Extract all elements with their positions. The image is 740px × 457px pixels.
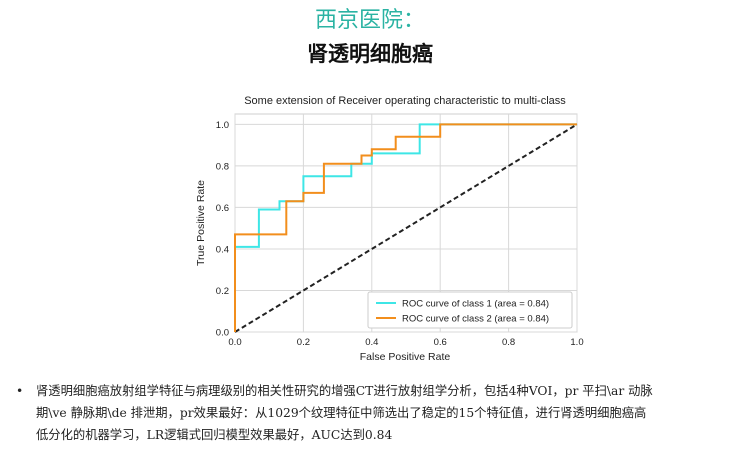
- x-axis-label: False Positive Rate: [360, 351, 451, 363]
- chance-diagonal-line: [234, 123, 578, 333]
- legend-label-class-1: ROC curve of class 1 (area = 0.84): [402, 299, 549, 310]
- y-tick-label: 0.2: [216, 286, 229, 297]
- y-tick-label: 0.0: [216, 328, 229, 339]
- bullet-marker: •: [16, 384, 24, 398]
- hospital-label: 西京医院：: [314, 8, 425, 33]
- bullet-line-3: 低分化的机器学习，LR逻辑式回归模型效果最好，AUC达到0.84: [36, 428, 393, 442]
- x-tick-label: 0.4: [365, 337, 378, 348]
- roc-line-class-2: [234, 123, 577, 332]
- page-title: 肾透明细胞癌: [307, 42, 433, 66]
- x-tick-label: 1.0: [570, 337, 583, 348]
- legend-box: [367, 291, 573, 329]
- legend-label-class-2: ROC curve of class 2 (area = 0.84): [402, 314, 549, 325]
- x-tick-label: 0.6: [434, 337, 447, 348]
- y-tick-label: 0.8: [216, 161, 229, 172]
- x-tick-label: 0.2: [297, 337, 310, 348]
- y-tick-label: 0.4: [216, 244, 229, 255]
- roc-chart: Some extension of Receiver operating cha…: [190, 88, 600, 370]
- roc-line-class-1: [234, 123, 577, 332]
- y-tick-label: 1.0: [216, 120, 229, 131]
- bullet-text: 肾透明细胞癌放射组学特征与病理级别的相关性研究的增强CT进行放射组学分析，包括4…: [36, 380, 726, 446]
- chart-title: Some extension of Receiver operating cha…: [244, 95, 566, 107]
- x-tick-label: 0.0: [228, 337, 241, 348]
- y-axis-label: True Positive Rate: [195, 180, 207, 266]
- x-tick-label: 0.8: [502, 337, 515, 348]
- bullet-line-1: 肾透明细胞癌放射组学特征与病理级别的相关性研究的增强CT进行放射组学分析，包括4…: [36, 384, 653, 398]
- bullet-line-2: 期\ve 静脉期\de 排泄期，pr效果最好：从1029个纹理特征中筛选出了稳定…: [36, 406, 647, 420]
- y-tick-label: 0.6: [216, 203, 229, 214]
